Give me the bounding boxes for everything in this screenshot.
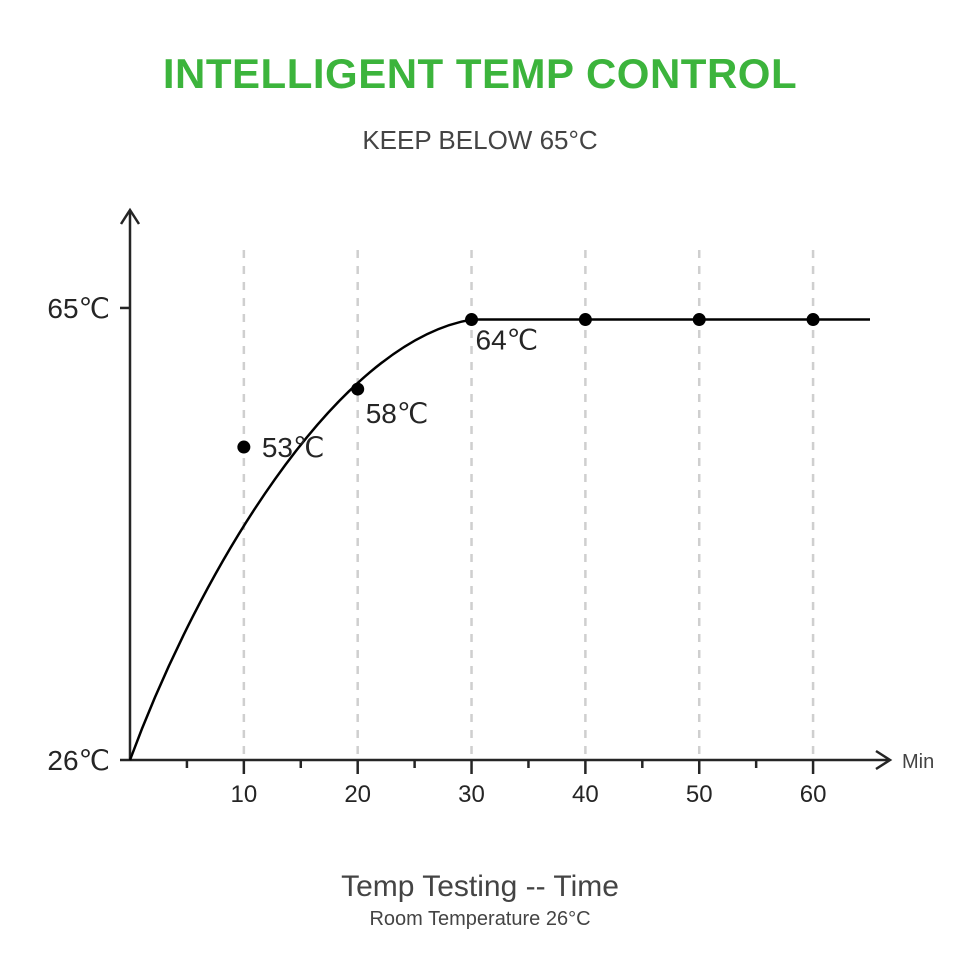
infographic-page: INTELLIGENT TEMP CONTROL KEEP BELOW 65°C… xyxy=(0,0,960,961)
point-label: 64℃ xyxy=(476,325,539,356)
temp-curve xyxy=(130,320,870,760)
x-tick-label: 40 xyxy=(572,781,599,808)
x-axis-label: Min xyxy=(902,751,934,773)
x-tick-label: 60 xyxy=(800,781,827,808)
data-point xyxy=(693,313,706,326)
page-title: INTELLIGENT TEMP CONTROL xyxy=(0,50,960,98)
temp-line-chart: 10 20 30 40 50 60 Min 26℃ 65℃ 53℃ 58℃ 64℃ xyxy=(0,190,960,830)
point-label: 53℃ xyxy=(262,432,325,463)
y-tick-label: 26℃ xyxy=(47,745,110,776)
y-tick-label: 65℃ xyxy=(47,293,110,324)
page-subtitle: KEEP BELOW 65°C xyxy=(0,125,960,156)
x-tick-label: 50 xyxy=(686,781,713,808)
data-point xyxy=(237,441,250,454)
point-label: 58℃ xyxy=(366,398,429,429)
x-tick-label: 10 xyxy=(230,781,257,808)
x-tick-label: 30 xyxy=(458,781,485,808)
data-point xyxy=(579,313,592,326)
data-point xyxy=(351,383,364,396)
chart-caption: Temp Testing -- Time xyxy=(0,870,960,904)
data-point xyxy=(807,313,820,326)
x-tick-label: 20 xyxy=(344,781,371,808)
chart-subcaption: Room Temperature 26°C xyxy=(0,908,960,931)
